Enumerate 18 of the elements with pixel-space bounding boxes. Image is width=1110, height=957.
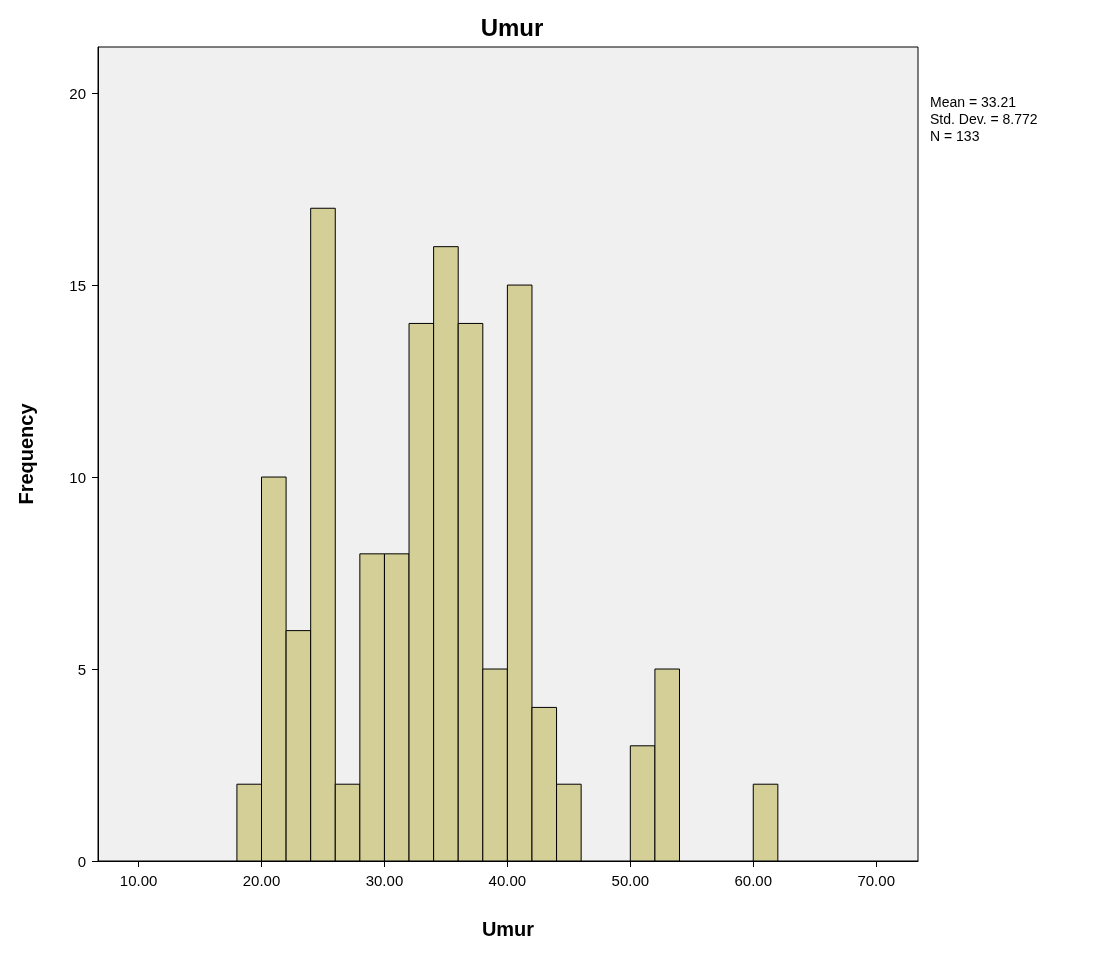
text: Mean = 33.21 bbox=[930, 94, 1017, 110]
x-tick-label: 60.00 bbox=[734, 872, 773, 889]
y-tick-label: 15 bbox=[69, 276, 86, 294]
text: Std. Dev. = 8.772 bbox=[930, 111, 1038, 127]
x-tick-label: 10.00 bbox=[119, 872, 158, 889]
chart-title: Umur bbox=[480, 13, 544, 41]
y-tick-label: 10 bbox=[69, 468, 86, 486]
text: N = 133 bbox=[930, 128, 980, 144]
x-axis-title: Umur bbox=[481, 918, 535, 940]
y-axis-title: Frequency bbox=[15, 402, 37, 505]
x-tick-label: 50.00 bbox=[611, 872, 650, 889]
x-tick-label: 30.00 bbox=[365, 872, 404, 889]
y-tick-label: 0 bbox=[77, 852, 86, 870]
x-tick-label: 40.00 bbox=[488, 872, 527, 889]
y-tick-label: 20 bbox=[69, 84, 86, 102]
x-tick-label: 20.00 bbox=[242, 872, 281, 889]
x-tick-label: 70.00 bbox=[857, 872, 895, 889]
y-tick-label: 5 bbox=[77, 660, 86, 678]
